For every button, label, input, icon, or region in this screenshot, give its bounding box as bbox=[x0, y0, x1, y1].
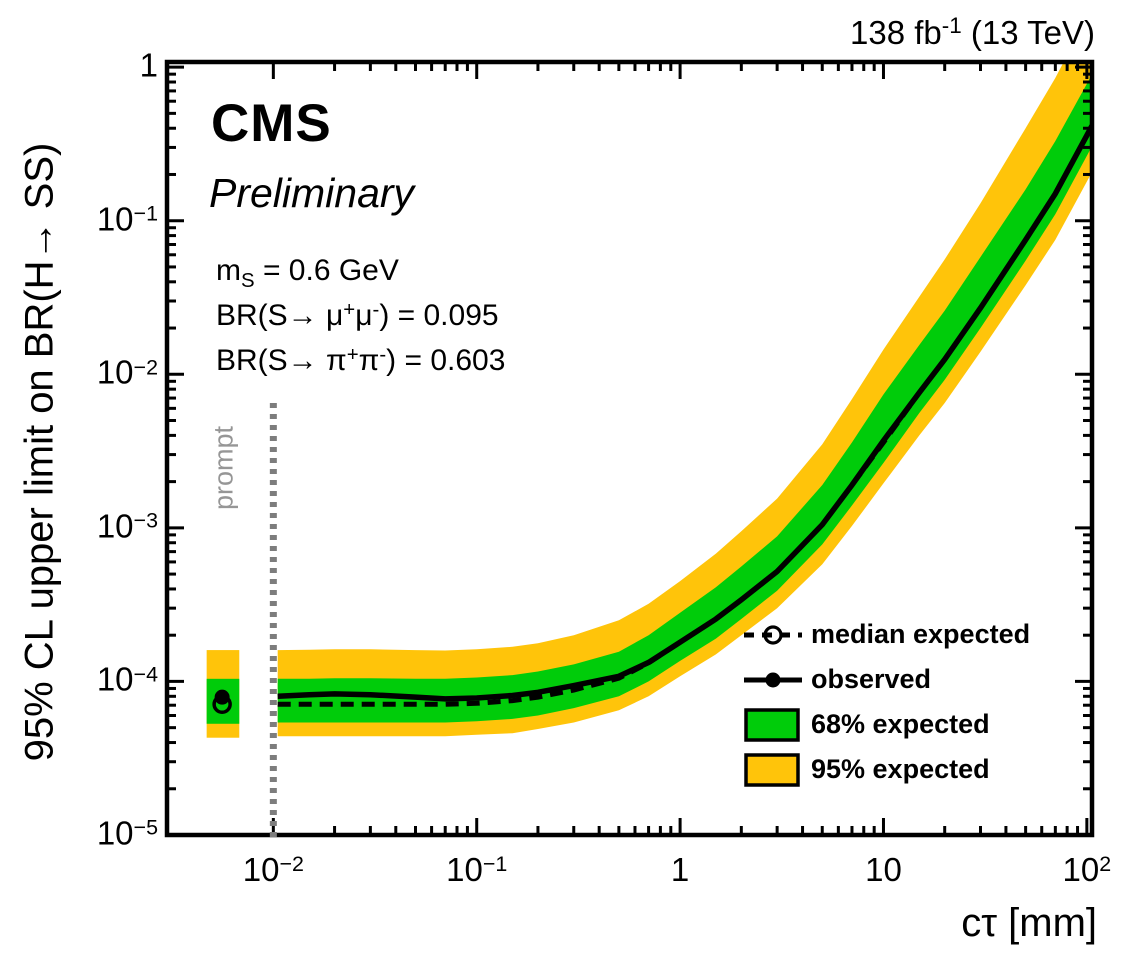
cms-logo-text: CMS bbox=[211, 94, 332, 153]
plot-frame bbox=[164, 59, 1095, 838]
x-tick-label: 10−1 bbox=[446, 851, 508, 888]
y-tick-label: 10−3 bbox=[96, 507, 158, 545]
legend-label: 95% expected bbox=[811, 754, 990, 784]
legend-item-median-expected: median expected bbox=[742, 612, 1030, 657]
legend-item-observed: observed bbox=[742, 657, 931, 702]
annotation-br-pipi: BR(S→ π+π-) = 0.603 bbox=[216, 343, 506, 377]
y-tick-label: 10−2 bbox=[96, 353, 158, 391]
x-tick-labels: 10−2 10−1 1 10 102 bbox=[0, 851, 1135, 901]
legend-item-68-expected: 68% expected bbox=[742, 702, 990, 747]
band-68-expected bbox=[277, 74, 1092, 723]
y-tick-labels: 1 10−1 10−2 10−3 10−4 10−5 bbox=[0, 0, 158, 959]
green-band-swatch-icon bbox=[744, 707, 800, 742]
annotation-scalar-mass: mS = 0.6 GeV bbox=[216, 254, 399, 293]
y-tick-label: 10−5 bbox=[96, 814, 158, 852]
y-axis-title: 95% CL upper limit on BR(H→ SS) bbox=[17, 142, 62, 762]
prompt-region-label: prompt bbox=[208, 425, 239, 511]
x-axis-title: cτ [mm] bbox=[961, 901, 1097, 945]
x-tick-label: 102 bbox=[1062, 851, 1112, 888]
x-tick-label: 10−2 bbox=[242, 851, 304, 888]
y-tick-label: 1 bbox=[139, 46, 158, 84]
annotation-br-mumu: BR(S→ μ+μ-) = 0.095 bbox=[216, 298, 499, 332]
preliminary-label: Preliminary bbox=[209, 170, 415, 216]
solid-line-filled-circle-icon bbox=[744, 672, 802, 687]
y-tick-label: 10−1 bbox=[96, 200, 158, 238]
legend-label: median expected bbox=[811, 619, 1031, 649]
y-tick-label: 10−4 bbox=[96, 660, 158, 698]
dashed-line-open-circle-icon bbox=[744, 624, 802, 645]
x-tick-label: 10 bbox=[865, 851, 902, 888]
legend-label: 68% expected bbox=[811, 709, 990, 739]
x-tick-label: 1 bbox=[670, 851, 690, 888]
luminosity-energy-label: 138 fb-1 (13 TeV) bbox=[850, 12, 1095, 51]
legend-label: observed bbox=[811, 664, 932, 694]
observed-line bbox=[277, 124, 1092, 702]
legend-item-95-expected: 95% expected bbox=[742, 747, 990, 792]
prompt-median-marker bbox=[212, 694, 232, 715]
yellow-band-swatch-icon bbox=[744, 752, 800, 787]
